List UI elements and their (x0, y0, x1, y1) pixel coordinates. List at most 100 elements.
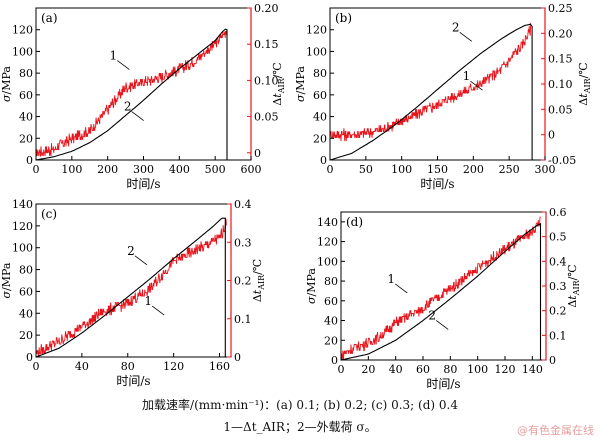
x-tick-label: 140 (522, 363, 543, 376)
x-tick-label: 600 (241, 163, 262, 176)
y-right-tick-label: 0 (254, 147, 261, 160)
series-annotation: 1 (387, 272, 395, 286)
y-right-tick-label: 0 (548, 129, 555, 142)
y-right-tick-label: 0.4 (234, 198, 252, 211)
panel-label: (b) (335, 11, 352, 25)
annotation-leader (470, 80, 483, 91)
x-tick-label: 100 (391, 163, 412, 176)
series-annotation: 2 (452, 20, 460, 34)
svg-text:ΔtAIR/℃: ΔtAIR/℃ (577, 62, 592, 105)
series-annotation: 1 (144, 294, 152, 308)
y-right-tick-label: 0 (234, 351, 241, 364)
y-left-tick-label: 120 (12, 220, 33, 233)
y-left-tick-label: 60 (19, 89, 33, 102)
svg-text:ΔtAIR/℃: ΔtAIR/℃ (251, 259, 266, 302)
series-annotation: 2 (428, 308, 436, 322)
y-right-tick-label: 0.05 (254, 111, 279, 124)
y-right-tick-label: 0.1 (234, 313, 252, 326)
x-tick-label: 60 (416, 363, 430, 376)
y-left-tick-label: 20 (324, 334, 338, 347)
x-tick-label: 0 (33, 163, 40, 176)
y-right-tick-label: 0.2 (549, 305, 567, 318)
y-left-tick-label: 0 (320, 154, 327, 167)
x-tick-label: 200 (97, 163, 118, 176)
y-right-tick-label: 0 (549, 354, 556, 367)
x-tick-label: 150 (427, 163, 448, 176)
panel-c: 0 40 80 120 160 0 20 40 60 80 100 120 140 0 0.1 0.2 0.3 0… (0, 198, 266, 388)
y-left-tick-label: 20 (313, 132, 327, 145)
left-axis-label: σ/MPa (294, 66, 307, 102)
y-right-tick-label: 0.2 (234, 275, 252, 288)
series-1-line (341, 216, 541, 361)
y-right-tick-label: 0.20 (254, 2, 279, 15)
y-left-tick-label: 60 (19, 285, 33, 298)
y-left-tick-label: 20 (19, 132, 33, 145)
y-left-tick-label: 100 (317, 255, 338, 268)
left-axis-label: σ/MPa (305, 268, 318, 304)
y-right-tick-label: -0.05 (548, 154, 576, 167)
svg-text:σ/MPa: σ/MPa (0, 262, 13, 298)
plot-frame (329, 7, 546, 161)
x-tick-label: 40 (75, 360, 89, 373)
x-tick-label: 160 (209, 360, 230, 373)
right-axis-label: ΔtAIR/℃ (271, 62, 286, 105)
y-left-tick-label: 0 (26, 351, 33, 364)
caption-line-1: 加载速率/(mm·min⁻¹)：(a) 0.1; (b) 0.2; (c) 0.… (142, 398, 458, 412)
annotation-leader (394, 283, 408, 294)
caption-line-2: 1—Δt_AIR；2—外载荷 σ。 (223, 420, 377, 434)
series-2-line (329, 23, 533, 161)
right-axis-label: ΔtAIR/℃ (251, 259, 266, 302)
y-left-tick-label: 140 (12, 198, 33, 211)
y-left-tick-label: 100 (12, 45, 33, 58)
y-left-tick-label: 100 (306, 45, 327, 58)
svg-text:σ/MPa: σ/MPa (305, 268, 318, 304)
panel-label: (c) (41, 207, 57, 221)
y-right-tick-label: 0.10 (254, 74, 279, 87)
y-left-tick-label: 40 (324, 315, 338, 328)
x-tick-label: 300 (535, 163, 556, 176)
annotation-leader (435, 320, 449, 330)
x-tick-label: 50 (359, 163, 373, 176)
y-right-tick-label: 0.3 (549, 280, 567, 293)
annotation-leader (134, 255, 148, 266)
plot-frame (340, 211, 547, 361)
y-right-tick-label: 0.4 (549, 255, 567, 268)
annotation-leader (151, 305, 165, 316)
panel-a: 0 100 200 300 400 500 600 0 20 40 60 80 100 120 0 0.05 0… (0, 2, 286, 191)
y-right-tick-label: 0.1 (549, 329, 567, 342)
panel-d: 0 20 40 60 80 100 120 140 0 20 40 60 80 100 120 140 0 0.1… (305, 206, 581, 391)
x-tick-label: 0 (338, 363, 345, 376)
series-1-line (35, 218, 227, 358)
x-tick-label: 40 (389, 363, 403, 376)
series-annotation: 1 (463, 69, 471, 83)
x-axis-label: 时间/s (116, 374, 150, 388)
annotation-leader (117, 60, 130, 70)
x-tick-label: 100 (61, 163, 82, 176)
x-tick-label: 20 (361, 363, 375, 376)
svg-text:σ/MPa: σ/MPa (0, 66, 13, 102)
x-tick-label: 250 (499, 163, 520, 176)
series-2-line (35, 217, 226, 358)
y-left-tick-label: 140 (317, 216, 338, 229)
y-left-tick-label: 100 (12, 242, 33, 255)
x-axis-label: 时间/s (426, 377, 460, 391)
y-left-tick-label: 120 (12, 24, 33, 37)
x-tick-label: 120 (163, 360, 184, 373)
y-left-tick-label: 80 (313, 67, 327, 80)
panel-b: 0 50 100 150 200 250 300 0 20 40 60 80 100 120 -0.05 0 0… (294, 2, 592, 191)
y-right-tick-label: 0.05 (548, 103, 573, 116)
x-tick-label: 300 (133, 163, 154, 176)
series-2-line (35, 28, 228, 161)
panel-label: (d) (346, 215, 363, 229)
figure: 0 100 200 300 400 500 60002040608010012000.050… (0, 2, 592, 391)
watermark: @有色金属在线 (517, 424, 594, 437)
y-left-tick-label: 0 (331, 354, 338, 367)
svg-text:σ/MPa: σ/MPa (294, 66, 307, 102)
y-right-tick-label: 0.6 (549, 206, 567, 219)
y-left-tick-label: 40 (313, 111, 327, 124)
y-left-tick-label: 0 (26, 154, 33, 167)
x-tick-label: 400 (169, 163, 190, 176)
y-left-tick-label: 120 (317, 236, 338, 249)
y-left-tick-label: 60 (313, 89, 327, 102)
y-right-tick-label: 0.10 (548, 78, 573, 91)
